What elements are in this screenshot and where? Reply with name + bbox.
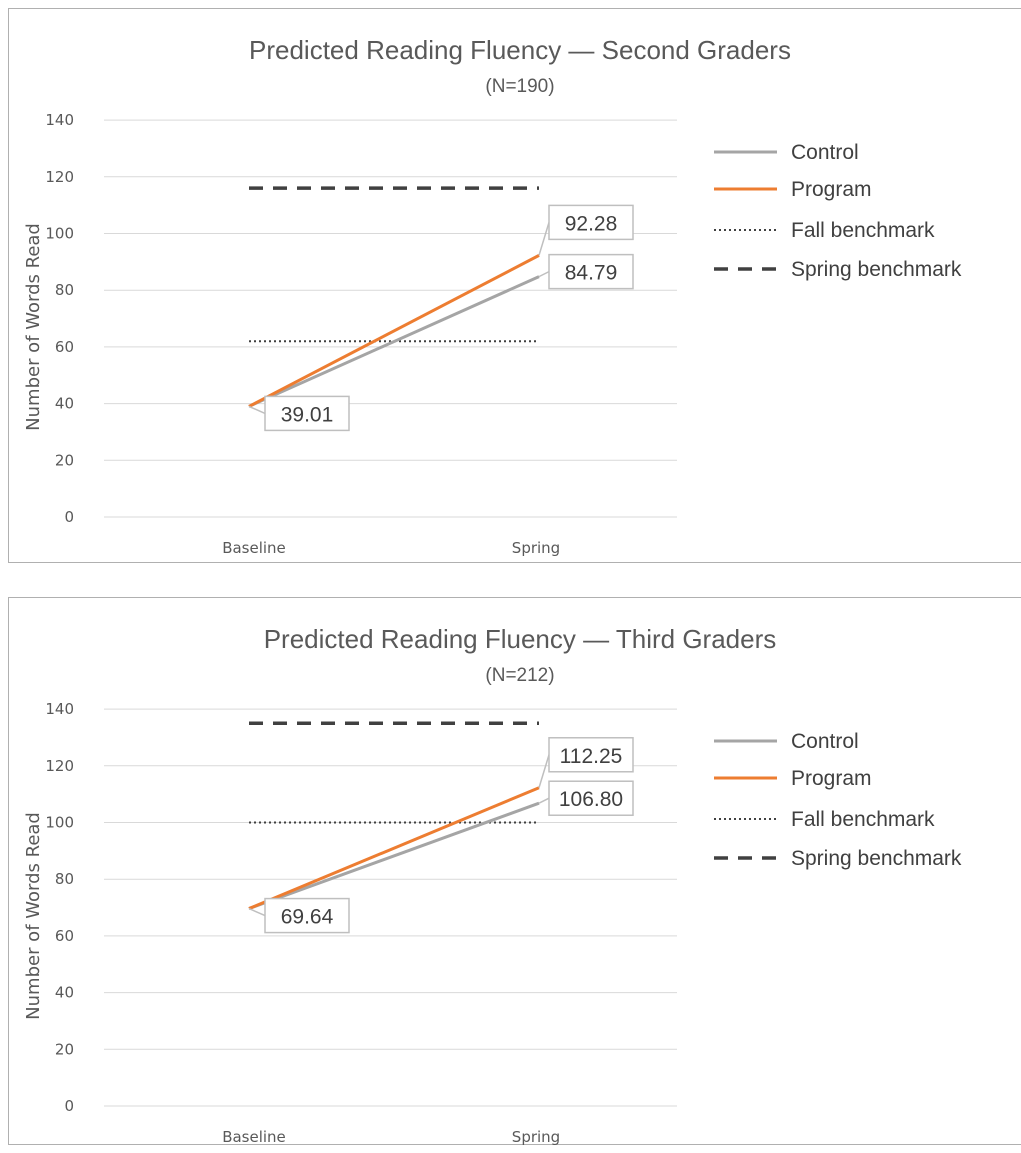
data-label-leader: [538, 797, 550, 804]
legend-label: Fall benchmark: [791, 808, 935, 831]
data-label-box: [548, 737, 634, 773]
y-tick-label: 80: [55, 870, 74, 888]
x-category-label: Baseline: [222, 1128, 286, 1146]
y-tick-label: 20: [55, 451, 74, 469]
data-label-text: 112.25: [560, 745, 623, 768]
y-tick-label: 140: [45, 111, 74, 129]
chart-svg-second-graders: Predicted Reading Fluency — Second Grade…: [23, 35, 962, 557]
x-category-label: Spring: [512, 539, 560, 557]
data-label-box: [264, 897, 350, 934]
data-label-text: 69.64: [281, 906, 334, 929]
y-tick-label: 100: [45, 225, 74, 243]
data-label-leader: [538, 270, 550, 278]
data-labels: 92.28 84.79 39.01: [248, 204, 634, 432]
legend-label: Program: [791, 178, 872, 201]
data-labels: 112.25 106.80 69.64: [248, 737, 634, 934]
data-label-text: 92.28: [565, 212, 618, 235]
chart-panel-third-graders: Predicted Reading Fluency — Third Grader…: [8, 597, 1021, 1146]
gridlines: [104, 119, 677, 518]
series-line-control: [248, 801, 540, 910]
legend-label: Program: [791, 767, 872, 790]
x-category-label: Baseline: [222, 539, 286, 557]
y-tick-label: 120: [45, 168, 74, 186]
y-tick-label: 40: [55, 984, 74, 1002]
y-axis-title: Number of Words Read: [23, 223, 44, 431]
chart-subtitle: (N=212): [485, 665, 554, 686]
legend-label: Spring benchmark: [791, 258, 962, 281]
y-tick-label: 60: [55, 338, 74, 356]
data-label-leader: [538, 222, 550, 256]
chart-panel-second-graders: Predicted Reading Fluency — Second Grade…: [8, 8, 1021, 563]
data-label-text: 39.01: [281, 403, 334, 426]
legend-label: Control: [791, 730, 859, 753]
y-tick-label: 40: [55, 395, 74, 413]
y-tick-label: 120: [45, 757, 74, 775]
data-label-text: 84.79: [565, 262, 618, 285]
data-label-box: [264, 395, 350, 432]
chart-title: Predicted Reading Fluency — Second Grade…: [249, 35, 791, 65]
legend: Control Program Fall benchmark Spring bench…: [714, 730, 962, 870]
series-line-program: [248, 254, 540, 408]
chart-subtitle: (N=190): [485, 76, 554, 97]
x-category-label: Spring: [512, 1128, 560, 1146]
series-line-program: [248, 786, 540, 910]
y-tick-label: 0: [64, 1097, 74, 1115]
legend-label: Spring benchmark: [791, 847, 962, 870]
chart-svg-third-graders: Predicted Reading Fluency — Third Grader…: [23, 624, 962, 1146]
series-group: [248, 186, 540, 408]
y-tick-label: 0: [64, 508, 74, 526]
legend-label: Fall benchmark: [791, 219, 935, 242]
y-axis-title: Number of Words Read: [23, 812, 44, 1020]
data-label-leader: [248, 907, 266, 917]
y-tick-label: 140: [45, 700, 74, 718]
y-tick-label: 100: [45, 814, 74, 832]
gridlines: [104, 708, 677, 1107]
data-label-box: [548, 253, 634, 290]
legend: Control Program Fall benchmark Spring bench…: [714, 141, 962, 281]
y-tick-label: 60: [55, 927, 74, 945]
data-label-leader: [538, 754, 550, 788]
y-tick-label: 80: [55, 281, 74, 299]
data-label-text: 106.80: [559, 788, 623, 811]
legend-label: Control: [791, 141, 859, 164]
data-label-leader: [248, 405, 266, 415]
series-group: [248, 721, 540, 910]
data-label-box: [548, 780, 634, 816]
series-line-control: [248, 275, 540, 408]
chart-title: Predicted Reading Fluency — Third Grader…: [264, 624, 777, 654]
y-tick-label: 20: [55, 1040, 74, 1058]
data-label-box: [548, 204, 634, 241]
